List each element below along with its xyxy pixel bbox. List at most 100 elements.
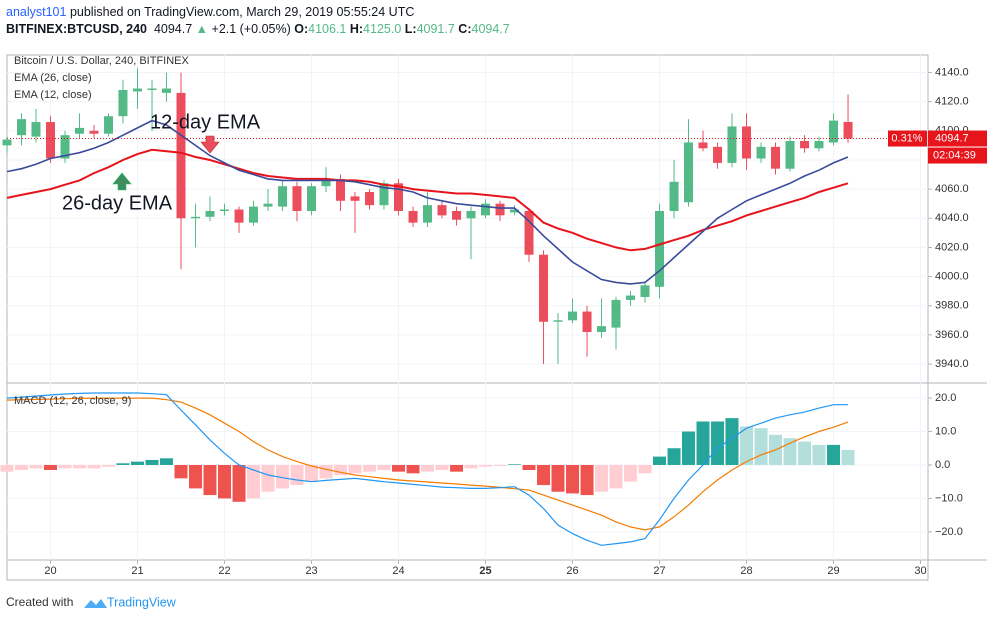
candle-body: [568, 311, 578, 321]
histogram-bar: [58, 464, 72, 469]
candle-body: [800, 141, 810, 149]
ohlc-value: 4106.1: [308, 22, 347, 36]
y-tick-label: 4020.0: [935, 241, 969, 253]
histogram-bar: [44, 464, 58, 470]
ohlc-label: L:: [404, 22, 417, 36]
x-tick-label: 29: [827, 565, 839, 577]
histogram-bar: [232, 464, 246, 502]
candle-body: [843, 121, 853, 139]
x-tick-label: 25: [479, 565, 491, 577]
candle-body: [17, 119, 27, 136]
line: [6, 148, 849, 252]
x-tick-label: 30: [914, 565, 926, 577]
candle-body: [640, 285, 650, 297]
ohlc-value: 4091.7: [416, 22, 455, 36]
histogram-bar: [363, 464, 377, 472]
ohlc-label: C:: [458, 22, 472, 36]
candle-body: [220, 209, 230, 211]
histogram-bar: [261, 464, 275, 492]
candle-body: [263, 203, 273, 207]
footer-text: Created with: [6, 595, 73, 609]
histogram-bar: [609, 464, 623, 489]
candle-body: [46, 122, 56, 159]
candle-body: [31, 122, 41, 137]
price-box: [928, 130, 987, 147]
histogram-bar: [827, 444, 841, 465]
candle-body: [74, 127, 84, 134]
histogram-bar: [87, 464, 101, 469]
x-tick-label: 24: [392, 565, 404, 577]
histogram-bar: [174, 464, 188, 479]
y-tick-label: 4060.0: [935, 183, 969, 195]
x-tick-label: 23: [305, 565, 317, 577]
logo: [84, 599, 107, 608]
histogram-bar: [638, 464, 652, 474]
histogram-bar: [566, 464, 580, 494]
change: +2.1 (+0.05%): [211, 22, 291, 36]
line: [6, 397, 849, 531]
candle-body: [133, 88, 143, 92]
histogram-bar: [653, 456, 667, 465]
histogram-bar: [479, 464, 493, 467]
ohlc-value: 4094.7: [471, 22, 510, 36]
x-tick-label: 28: [740, 565, 752, 577]
histogram-bar: [667, 448, 681, 465]
histogram-bar: [377, 464, 391, 470]
countdown-box: [928, 147, 987, 164]
x-tick-label: 22: [218, 565, 230, 577]
annotation: 26-day EMA: [62, 192, 173, 214]
histogram-bar: [624, 464, 638, 482]
histogram-bar: [246, 464, 260, 499]
histogram-bar: [29, 464, 43, 469]
symbol: BITFINEX:BTCUSD, 240: [6, 22, 147, 36]
candle-body: [770, 146, 780, 169]
x-tick-label: 21: [131, 565, 143, 577]
legend-entry: EMA (26, close): [14, 72, 92, 84]
candle-body: [698, 142, 708, 149]
candle-body: [205, 210, 215, 217]
ohlc-label: O:: [294, 22, 309, 36]
candle-body: [335, 178, 345, 201]
candle-body: [626, 295, 636, 300]
histogram-bar: [319, 464, 333, 479]
brand[interactable]: TradingView: [107, 595, 177, 609]
up-arrow: ▲: [195, 22, 209, 36]
histogram-bar: [507, 464, 521, 465]
candle-body: [727, 126, 737, 163]
histogram-bar: [72, 464, 86, 469]
candle-body: [669, 181, 679, 211]
y-tick-label: 20.0: [935, 392, 956, 404]
histogram-bar: [159, 458, 173, 465]
x-tick-label: 26: [566, 565, 578, 577]
y-tick-label: 4040.0: [935, 212, 969, 224]
histogram-bar: [276, 464, 290, 489]
change-box: [888, 130, 927, 147]
y-tick-label: 4140.0: [935, 66, 969, 78]
histogram-bar: [450, 464, 464, 472]
candle-body: [655, 210, 665, 287]
candle-body: [452, 210, 462, 220]
candle-body: [191, 216, 201, 219]
last: 4094.7: [153, 22, 193, 36]
candle-body: [582, 311, 592, 332]
candle-body: [2, 139, 12, 146]
candle-body: [350, 196, 360, 201]
candle-body: [422, 205, 432, 223]
published: published on TradingView.com, March 29, …: [69, 5, 415, 19]
candle-body: [365, 192, 375, 206]
histogram-bar: [696, 421, 710, 465]
histogram-bar: [290, 464, 304, 486]
candle-body: [60, 135, 70, 159]
frame: [6, 54, 929, 581]
candle-body: [321, 178, 331, 187]
candle-body: [248, 206, 258, 223]
y-tick-label: −10.0: [935, 492, 963, 504]
candle-body: [292, 186, 302, 211]
y-tick-label: −20.0: [935, 526, 963, 538]
author[interactable]: analyst101: [6, 5, 67, 19]
y-tick-label: 4000.0: [935, 270, 969, 282]
histogram-bar: [131, 461, 145, 465]
histogram-bar: [551, 464, 565, 492]
legend-entry: EMA (12, close): [14, 89, 92, 101]
